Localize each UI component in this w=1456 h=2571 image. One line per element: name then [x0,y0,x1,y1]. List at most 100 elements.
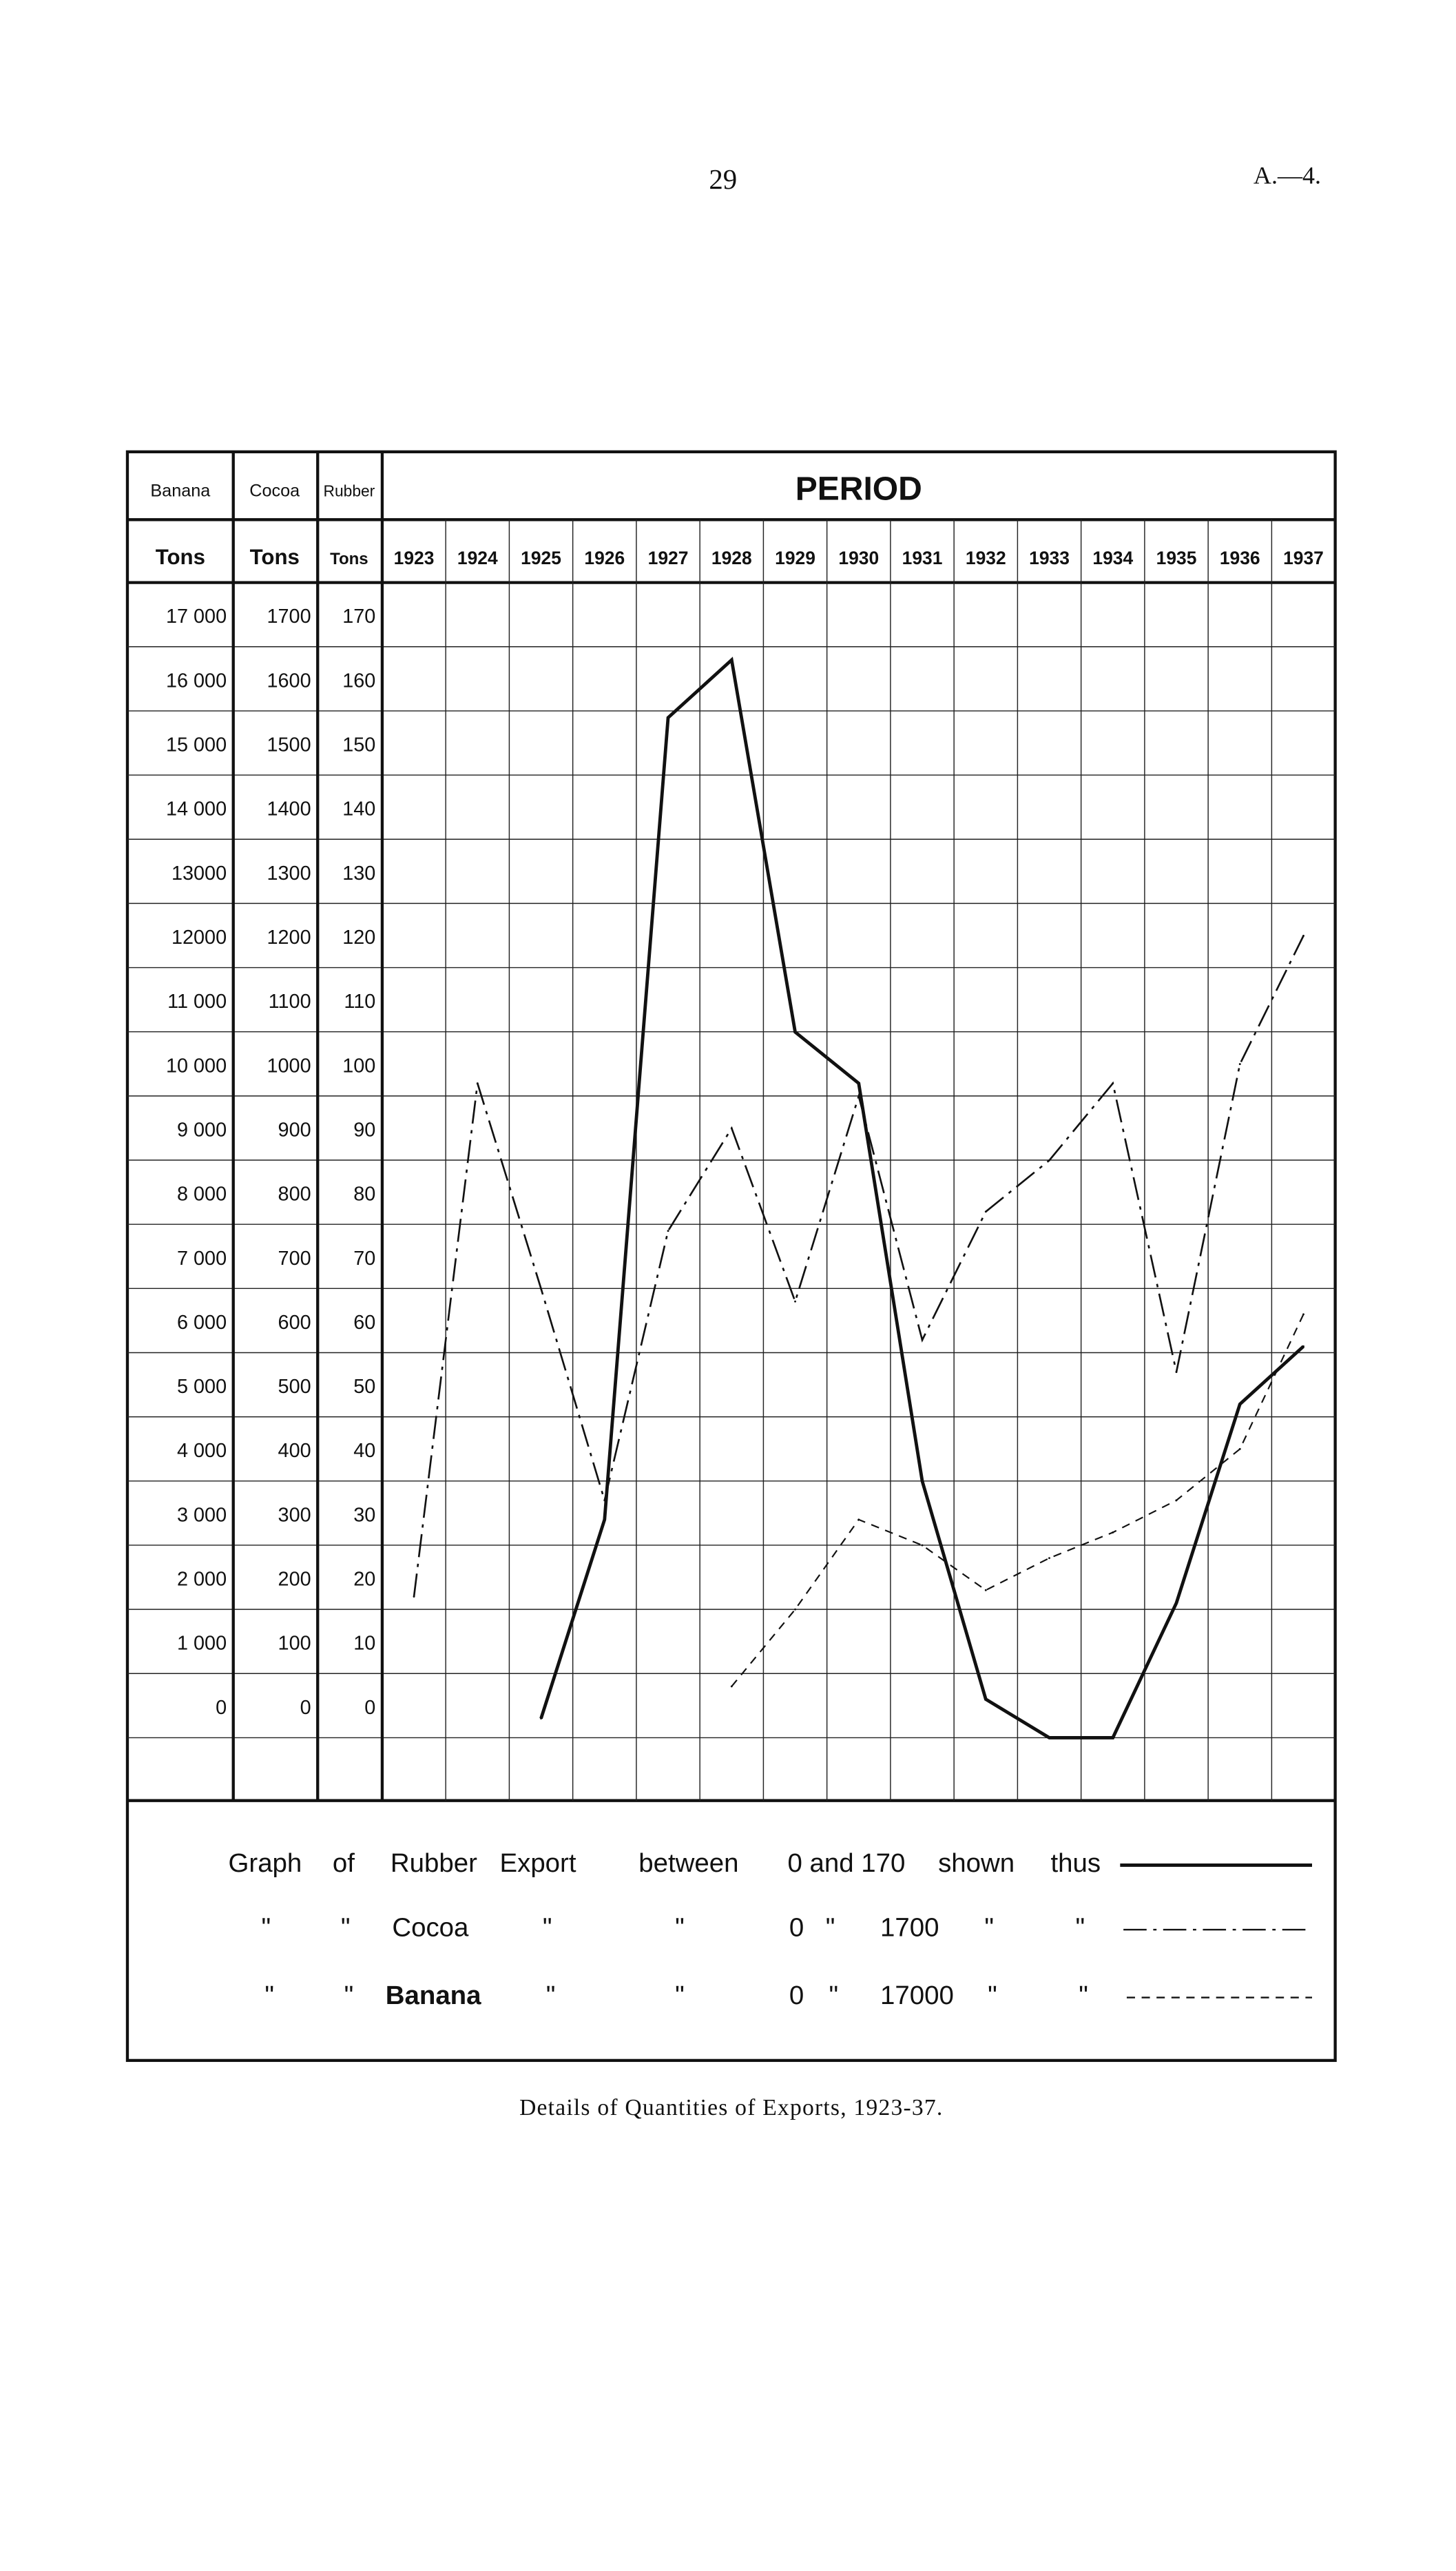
axis-name-rubber: Rubber [323,482,375,500]
y-tick-label-rubber: 20 [353,1569,375,1591]
y-tick-label-cocoa: 600 [278,1312,311,1334]
axis-name-banana: Banana [150,482,211,501]
y-tick-label-cocoa: 400 [278,1440,311,1462]
year-label: 1926 [584,548,625,568]
y-tick-label-banana: 11 000 [167,991,227,1013]
year-label: 1935 [1156,548,1197,568]
y-tick-label-cocoa: 700 [278,1248,311,1270]
legend-text: " [988,1981,997,2010]
y-tick-label-cocoa: 1100 [269,991,311,1013]
year-label: 1932 [966,548,1006,568]
y-tick-label-banana: 6 000 [177,1312,227,1334]
data-point-rubber [921,1480,924,1483]
unit-label-banana: Tons [156,545,205,569]
data-point-rubber [1112,1736,1114,1739]
y-tick-label-cocoa: 1000 [267,1055,311,1077]
page-number: 29 [709,164,737,195]
data-point-cocoa [413,1596,415,1598]
y-tick-label-cocoa: 0 [300,1697,311,1719]
data-point-cocoa [984,1210,987,1213]
year-label: 1929 [775,548,815,568]
y-tick-label-banana: 4 000 [177,1440,227,1462]
legend: Graph of Rubber Export between 0 and 170… [229,1848,1313,2010]
year-label: 1923 [394,548,435,568]
series-line-cocoa [413,935,1304,1597]
y-tick-label-banana: 13000 [171,863,227,885]
data-point-cocoa [1048,1159,1050,1161]
y-tick-label-rubber: 100 [342,1055,375,1077]
year-label: 1934 [1092,548,1133,568]
y-tick-label-banana: 5 000 [177,1376,227,1398]
legend-text: " [675,1981,685,2010]
y-tick-label-rubber: 60 [353,1312,375,1334]
y-tick-label-cocoa: 800 [278,1184,311,1206]
period-header: PERIOD [795,471,922,507]
data-point-banana [1238,1447,1241,1450]
legend-text: " [984,1913,994,1943]
y-tick-label-rubber: 30 [353,1504,375,1526]
legend-text: between [638,1848,738,1878]
y-tick-label-cocoa: 1500 [267,734,311,756]
y-tick-label-rubber: 110 [344,991,375,1013]
y-tick-label-banana: 14 000 [166,798,227,820]
y-tick-label-banana: 0 [216,1697,227,1719]
data-point-cocoa [603,1499,606,1502]
y-tick-label-cocoa: 1300 [267,863,311,885]
year-label: 1924 [457,548,498,568]
y-tick-label-cocoa: 900 [278,1119,311,1141]
data-point-rubber [1238,1403,1241,1405]
data-point-cocoa [921,1339,924,1341]
y-tick-label-rubber: 130 [342,863,375,885]
unit-label-rubber: Tons [330,550,368,568]
legend-text: " [1075,1913,1085,1943]
legend-text: " [829,1981,839,2010]
y-tick-label-rubber: 10 [353,1633,375,1655]
data-point-rubber [540,1717,542,1720]
data-point-cocoa [1238,1063,1241,1066]
y-tick-label-banana: 12000 [171,927,227,949]
legend-text: 0 and 170 [787,1848,905,1878]
data-point-banana [984,1589,987,1591]
data-point-banana [857,1518,860,1521]
y-tick-label-rubber: 120 [342,927,375,949]
data-point-banana [730,1685,733,1688]
y-tick-label-rubber: 160 [342,670,375,692]
legend-text: " [826,1913,835,1943]
series-line-banana [731,1314,1304,1687]
figure-caption: Details of Quantities of Exports, 1923-3… [519,2095,943,2120]
legend-text: " [546,1981,556,2010]
data-point-banana [1048,1557,1050,1560]
y-tick-label-banana: 7 000 [177,1248,227,1270]
data-point-banana [1112,1531,1114,1534]
y-tick-label-banana: 3 000 [177,1504,227,1526]
year-label: 1937 [1283,548,1324,568]
legend-text: " [262,1913,271,1943]
y-tick-label-rubber: 80 [353,1184,375,1206]
legend-text: " [675,1913,685,1943]
year-label: 1925 [521,548,561,568]
data-point-cocoa [540,1288,542,1290]
data-point-cocoa [1175,1371,1178,1374]
y-tick-label-cocoa: 1400 [267,798,311,820]
data-point-rubber [857,1082,860,1084]
legend-text: Cocoa [392,1913,469,1943]
y-tick-label-rubber: 140 [342,798,375,820]
y-tick-label-cocoa: 1200 [267,927,311,949]
y-tick-label-cocoa: 1600 [267,670,311,692]
data-point-banana [794,1608,796,1611]
data-point-rubber [794,1031,796,1033]
legend-text: Rubber [391,1848,477,1878]
year-label: 1927 [648,548,689,568]
data-point-rubber [984,1698,987,1700]
data-point-cocoa [1302,934,1304,937]
data-point-banana [1302,1313,1304,1316]
year-label: 1933 [1029,548,1070,568]
legend-text: 1700 [880,1913,939,1943]
legend-text: 0 [789,1981,804,2010]
legend-text: thus [1050,1848,1101,1878]
page-reference: A.—4. [1254,162,1321,189]
legend-text: Export [499,1848,576,1878]
y-tick-label-banana: 10 000 [166,1055,227,1077]
axis-name-cocoa: Cocoa [249,482,300,501]
legend-text: " [264,1981,274,2010]
